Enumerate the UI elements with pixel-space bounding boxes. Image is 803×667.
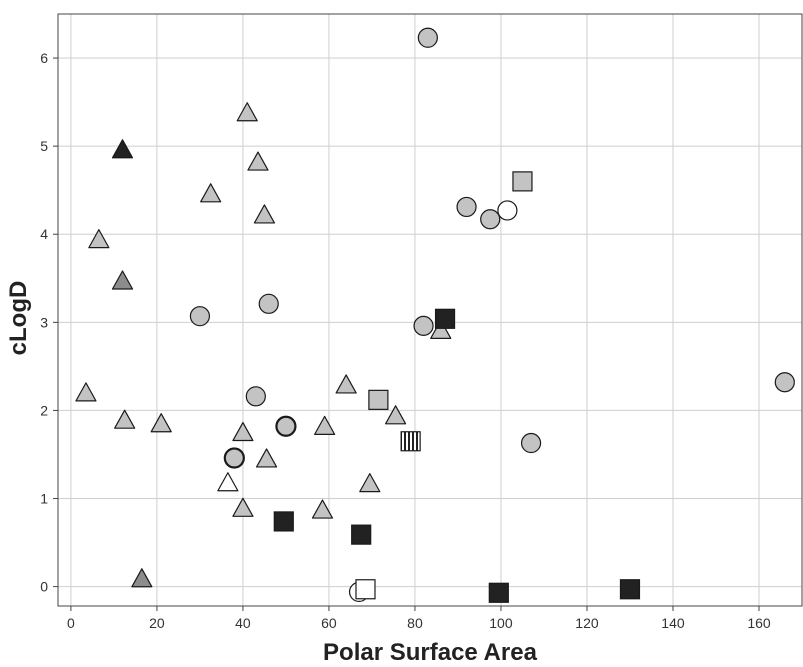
x-tick-label: 140 <box>661 615 685 631</box>
triangle-marker <box>150 413 172 433</box>
x-tick-label: 60 <box>321 615 337 631</box>
triangle-marker <box>217 472 239 492</box>
x-axis-title: Polar Surface Area <box>323 639 538 666</box>
x-tick-label: 100 <box>489 615 513 631</box>
triangle-marker <box>253 204 276 224</box>
circle-marker <box>417 27 438 48</box>
triangle-marker <box>232 421 254 442</box>
circle-marker <box>245 386 266 407</box>
circle-marker <box>189 306 211 327</box>
triangle-marker <box>114 409 136 429</box>
y-tick-label: 0 <box>40 579 48 595</box>
triangle-marker <box>111 270 134 290</box>
triangle-marker <box>88 229 110 249</box>
circle-marker <box>497 200 518 221</box>
circle-marker <box>480 209 501 230</box>
y-tick-label: 6 <box>40 50 48 66</box>
y-tick-label: 5 <box>40 138 48 154</box>
triangle-marker <box>430 319 452 339</box>
circle-marker <box>413 315 434 336</box>
triangle-marker <box>232 497 254 517</box>
circle-marker <box>456 196 477 218</box>
x-tick-label: 20 <box>149 615 165 631</box>
triangle-marker <box>335 374 357 394</box>
x-tick-label: 160 <box>747 615 771 631</box>
triangle-marker <box>255 448 278 468</box>
data-points <box>75 27 795 603</box>
triangle-marker <box>384 405 407 425</box>
circle-marker <box>774 372 795 393</box>
plot-area <box>57 13 803 607</box>
square-marker <box>512 171 533 192</box>
square-marker <box>488 582 509 603</box>
square-marker <box>434 308 456 329</box>
y-axis-title: cLogD <box>5 281 32 356</box>
square-marker <box>619 579 641 600</box>
axis-ticks: 0 20 40 60 80 100 120 140 160 0 1 2 3 4 5 6 <box>40 50 771 631</box>
gridlines <box>58 14 802 606</box>
y-tick-label: 2 <box>40 402 48 418</box>
x-tick-label: 120 <box>575 615 599 631</box>
triangle-marker <box>247 151 269 171</box>
triangle-marker <box>200 183 222 203</box>
circle-marker <box>258 293 279 314</box>
square-marker <box>273 511 294 532</box>
square-marker <box>400 431 421 452</box>
triangle-marker <box>131 568 153 588</box>
x-tick-label: 40 <box>235 615 251 631</box>
y-tick-label: 4 <box>40 226 48 242</box>
triangle-marker <box>359 473 381 493</box>
triangle-marker <box>111 139 134 159</box>
square-marker <box>355 579 376 600</box>
square-marker <box>351 524 372 545</box>
circle-marker <box>520 432 542 454</box>
square-marker <box>368 389 389 410</box>
x-tick-label: 0 <box>67 615 75 631</box>
triangle-marker <box>311 499 334 519</box>
circle-marker <box>275 415 297 437</box>
y-tick-label: 1 <box>40 491 48 507</box>
circle-marker <box>223 447 245 469</box>
y-tick-label: 3 <box>40 314 48 330</box>
triangle-marker <box>236 102 258 122</box>
triangle-marker <box>314 415 336 435</box>
x-tick-label: 80 <box>407 615 423 631</box>
triangle-marker <box>75 382 97 402</box>
